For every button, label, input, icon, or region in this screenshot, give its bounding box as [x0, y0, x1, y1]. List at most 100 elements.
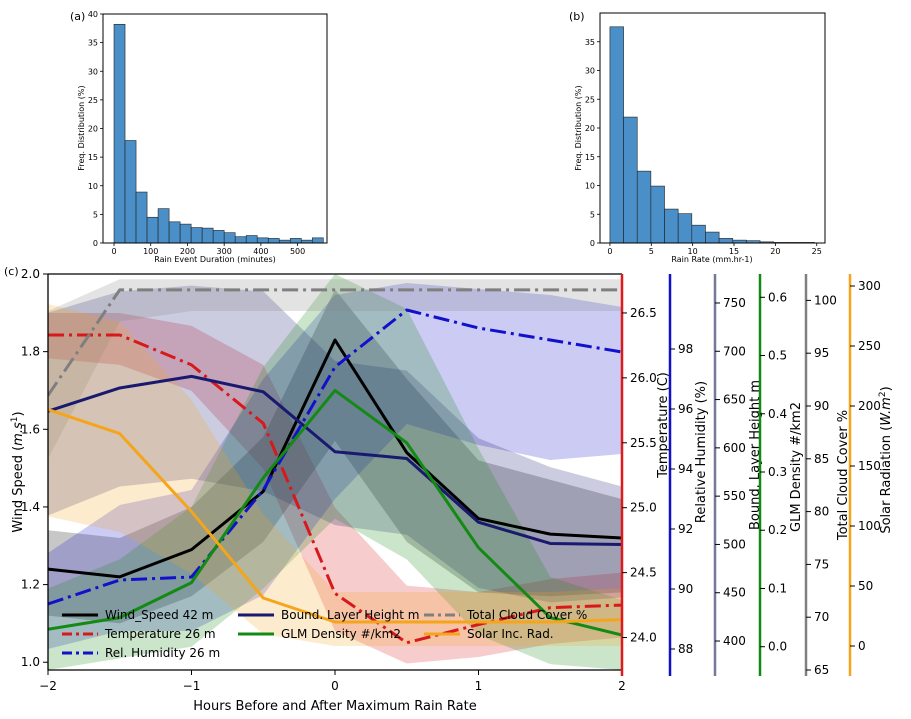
y-tick-label: 40: [88, 10, 98, 19]
y-tick-label: 90: [814, 399, 829, 413]
band-glm: [48, 274, 622, 670]
y-tick-label: 24.5: [630, 566, 657, 580]
x-tick-label: 20: [770, 247, 780, 256]
y-tick-label: 200: [858, 399, 881, 413]
y-axis-ws: 1.0 1.2 1.4 1.6 1.8 2.0 Wind Speed (m.s1): [10, 267, 48, 669]
y-tick-label: 80: [814, 505, 829, 519]
histogram-bar: [135, 191, 148, 244]
x-tick-label: 400: [253, 247, 268, 256]
y-tick-label: 50: [858, 579, 873, 593]
y-axis-temp: 24.0 24.5 25.0 25.5 26.0 26.5 Temperature (C): [620, 274, 671, 676]
series-line-rh: [48, 308, 622, 606]
histogram-bar: [623, 116, 638, 244]
histogram-bar: [223, 232, 236, 244]
histogram-bar: [312, 237, 324, 244]
y-tick-label: 70: [814, 610, 829, 624]
x-tick-label: 5: [649, 247, 654, 256]
panel-label-b: (b): [569, 10, 585, 23]
legend-label: Solar Inc. Rad.: [467, 627, 554, 641]
y-tick-label: 30: [585, 67, 595, 76]
legend-item: Total Cloud Cover %: [424, 608, 587, 622]
histogram-bar: [201, 227, 214, 244]
histogram-bar: [705, 231, 720, 244]
histogram-bar: [212, 230, 225, 244]
y-tick-label: 25: [88, 96, 98, 105]
y-tick-label: 0.1: [768, 581, 787, 595]
y-tick-label: 250: [858, 339, 881, 353]
band-sr: [48, 304, 622, 646]
x-tick-label: 0: [331, 679, 339, 693]
band-rh: [48, 283, 622, 649]
histogram-bars: [609, 26, 815, 244]
histogram-bar: [168, 221, 181, 244]
y-tick-label: 35: [585, 38, 595, 47]
y-tick-label: 35: [88, 39, 98, 48]
y-tick-label: 450: [723, 586, 746, 600]
y-tick-label: 0: [858, 639, 866, 653]
x-tick-label: 15: [729, 247, 739, 256]
series-line-temp: [48, 333, 622, 645]
y-tick-label: 88: [678, 642, 693, 656]
histogram-bar: [245, 235, 258, 244]
y-tick-label: 0.6: [768, 290, 787, 304]
x-axis-label: Rain Rate (mm.hr-1): [671, 255, 752, 264]
histogram-bar: [664, 208, 679, 244]
legend-item: Solar Inc. Rad.: [424, 627, 554, 641]
y-tick-label: 700: [723, 344, 746, 358]
series-line-glm: [48, 388, 622, 637]
y-tick-label: 20: [585, 124, 595, 133]
y-axis-glm: 0.0 0.1 0.2 0.3 0.4 0.5 0.6 GLM Density #/km2: [758, 274, 804, 676]
y-tick-label: 20: [88, 125, 98, 134]
y-tick-label: 94: [678, 462, 693, 476]
x-tick-label: −1: [183, 679, 201, 693]
y-axis-label: Freq. Distribution (%): [77, 85, 86, 170]
y-tick-label: 0: [93, 239, 98, 248]
histogram-bar: [256, 237, 269, 244]
y-tick-label: 2.0: [21, 267, 40, 281]
legend-item: Temperature 26 m: [62, 627, 216, 641]
y-tick-label: 10: [88, 182, 98, 191]
x-axis-label: Hours Before and After Maximum Rain Rate: [193, 699, 477, 714]
y-tick-label: 600: [723, 441, 746, 455]
legend-label: Temperature 26 m: [104, 627, 216, 641]
y-tick-label: 26.0: [630, 371, 657, 385]
y-tick-label: 100: [858, 519, 881, 533]
histogram-bar: [113, 24, 126, 244]
y-tick-label: 1.0: [21, 655, 40, 669]
x-tick-label: 0: [607, 247, 612, 256]
x-tick-label: 10: [688, 247, 698, 256]
legend-label: Rel. Humidity 26 m: [105, 646, 220, 660]
x-tick-label: 100: [143, 247, 158, 256]
histogram-bar: [677, 213, 693, 244]
histogram-bar: [691, 224, 706, 244]
y-axis-ticks: 0 5 10 15 20 25 30 35 40: [88, 10, 103, 248]
panel-label-a: (a): [70, 10, 85, 23]
y-tick-label: 92: [678, 522, 693, 536]
y-tick-label: 1.2: [21, 578, 40, 592]
y-tick-label: 0: [590, 239, 595, 248]
histogram-bar: [146, 216, 159, 244]
y-tick-label: 25: [585, 95, 595, 104]
y-tick-label: 30: [88, 67, 98, 76]
y-axis-label: Freq. Distribution (%): [574, 85, 583, 170]
series-line-ws: [48, 338, 622, 579]
x-tick-label: −2: [39, 679, 57, 693]
y-tick-label: 0.4: [768, 407, 787, 421]
y-axis-label: GLM Density #/km2: [789, 402, 804, 532]
x-tick-label: 300: [217, 247, 232, 256]
legend-label: Bound. Layer Height m: [281, 608, 419, 622]
y-tick-label: 1.8: [21, 345, 40, 359]
x-tick-label: 25: [812, 247, 822, 256]
series-line-tcc: [48, 288, 622, 397]
y-tick-label: 750: [723, 296, 746, 310]
y-axis-ticks: 0 5 10 15 20 25 30 35: [585, 38, 600, 248]
y-axis-label: Relative Humidity (%): [694, 381, 709, 523]
legend-label: Total Cloud Cover %: [466, 608, 587, 622]
y-tick-label: 0.3: [768, 465, 787, 479]
histogram-bar: [124, 140, 137, 244]
histogram-bar: [267, 238, 280, 244]
y-tick-label: 400: [723, 634, 746, 648]
